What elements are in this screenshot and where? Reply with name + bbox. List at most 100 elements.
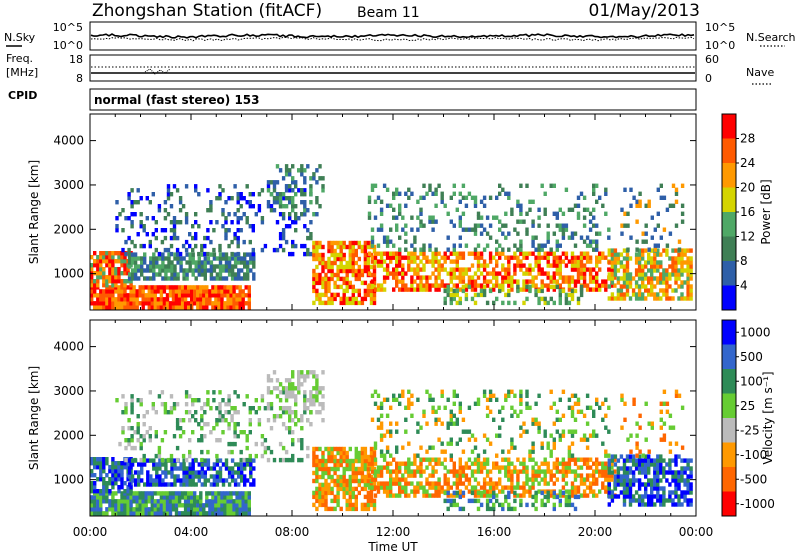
velocity-cells-cell <box>303 394 307 399</box>
velocity-cells-cell <box>619 454 624 459</box>
velocity-cells-cell <box>159 491 164 496</box>
power-cells-cell <box>671 264 675 269</box>
power-cells-cell <box>607 260 611 265</box>
power-cells-cell <box>407 287 411 292</box>
velocity-cells-cell <box>555 457 559 462</box>
velocity-cells-cell <box>205 491 209 496</box>
velocity-cells-cell <box>631 494 636 499</box>
velocity-cells-cell <box>570 409 575 414</box>
velocity-cells-cell <box>573 401 578 406</box>
velocity-cells-cell <box>449 421 453 426</box>
velocity-cells-cell <box>123 499 127 504</box>
velocity-cells-cell <box>680 474 684 479</box>
power-cells-cell <box>634 268 639 273</box>
velocity-cells-cell <box>318 474 322 480</box>
power-cells-cell <box>622 264 627 269</box>
velocity-cells-cell <box>90 511 94 516</box>
velocity-cells-cell <box>336 482 340 488</box>
power-cells-cell <box>659 276 663 281</box>
power-cells-cell <box>504 279 508 284</box>
power-cells-cell <box>188 252 192 257</box>
power-cells-cell <box>170 272 174 277</box>
velocity-cells-cell <box>558 498 562 504</box>
velocity-cells-cell <box>187 507 191 512</box>
velocity-cells-cell <box>573 469 578 474</box>
power-cells-cell <box>398 207 402 212</box>
power-cells-cell <box>561 235 566 240</box>
power-cells-cell <box>333 280 337 286</box>
power-cells-cell <box>220 289 224 294</box>
power-cells-cell <box>662 276 666 281</box>
velocity-cells-cell <box>138 495 142 500</box>
velocity-cells-cell <box>680 494 684 499</box>
power-cells-cell <box>668 203 673 208</box>
power-cells-cell <box>333 260 337 266</box>
power-cells-cell <box>127 247 131 253</box>
power-cells-cell <box>226 293 230 298</box>
velocity-cells-cell <box>315 382 319 387</box>
power-cells-cell <box>165 285 170 290</box>
velocity-cells-cell <box>607 486 611 491</box>
velocity-cells-cell <box>233 470 238 475</box>
power-cells-cell <box>194 264 198 269</box>
velocity-cells-cell <box>431 409 435 414</box>
velocity-cells-cell <box>419 425 423 430</box>
velocity-cells-cell <box>251 406 255 411</box>
velocity-cells-cell <box>522 493 526 498</box>
power-cells-cell <box>369 300 374 306</box>
velocity-cells-cell <box>220 495 224 500</box>
velocity-cells-cell <box>616 494 621 499</box>
power-cells-cell <box>115 200 119 205</box>
power-cells-cell <box>501 275 505 280</box>
power-cells-cell <box>142 243 146 249</box>
power-cells-cell <box>501 267 505 272</box>
velocity-cells-cell <box>182 478 186 483</box>
velocity-cells-cell <box>555 469 559 474</box>
power-cells-cell <box>461 284 466 290</box>
power-cells-cell <box>546 259 550 264</box>
velocity-cells-cell <box>513 469 517 474</box>
power-cells-cell <box>212 252 217 257</box>
y-tick-label: 4000 <box>53 134 84 148</box>
power-cells-cell <box>123 255 127 260</box>
velocity-cells-cell <box>461 465 466 470</box>
power-cells-cell <box>155 256 159 261</box>
power-cells-cell <box>619 292 624 297</box>
velocity-cells-cell <box>570 441 575 446</box>
velocity-cells-cell <box>220 503 224 508</box>
power-cells-cell <box>236 196 240 201</box>
velocity-cells-cell <box>351 502 355 508</box>
velocity-cells-cell <box>644 494 648 499</box>
velocity-cells-cell <box>647 458 651 463</box>
power-cells-cell <box>437 275 441 280</box>
velocity-cells-cell <box>144 499 148 504</box>
power-cells-cell <box>598 195 602 200</box>
power-cells-cell <box>168 289 173 294</box>
power-cells-cell <box>674 256 678 261</box>
power-cells-cell <box>275 180 280 185</box>
power-cells-cell <box>236 239 240 245</box>
power-cells-cell <box>133 272 138 277</box>
velocity-cells-cell <box>644 437 648 442</box>
velocity-cells-cell <box>175 445 180 451</box>
velocity-cells-cell <box>659 409 663 414</box>
velocity-cells-cell <box>543 469 547 474</box>
velocity-cells-cell <box>137 462 141 467</box>
velocity-cells-cell <box>127 438 131 443</box>
velocity-cells-cell <box>485 498 490 504</box>
velocity-cells-cell <box>662 466 666 471</box>
velocity-cells-cell <box>656 474 660 479</box>
power-cells-cell <box>354 296 358 302</box>
power-cells-cell <box>315 244 319 250</box>
power-cells-cell <box>410 251 414 256</box>
power-cells-cell <box>416 267 420 272</box>
velocity-cells-cell <box>272 414 277 419</box>
velocity-cells-cell <box>248 410 252 415</box>
power-cells-cell <box>555 239 559 244</box>
power-cells-cell <box>327 260 331 266</box>
power-cells-cell <box>342 244 346 250</box>
power-cells-cell <box>294 212 298 217</box>
velocity-cells-cell <box>263 449 268 455</box>
velocity-cells-cell <box>671 502 675 507</box>
velocity-cells-cell <box>674 482 678 487</box>
